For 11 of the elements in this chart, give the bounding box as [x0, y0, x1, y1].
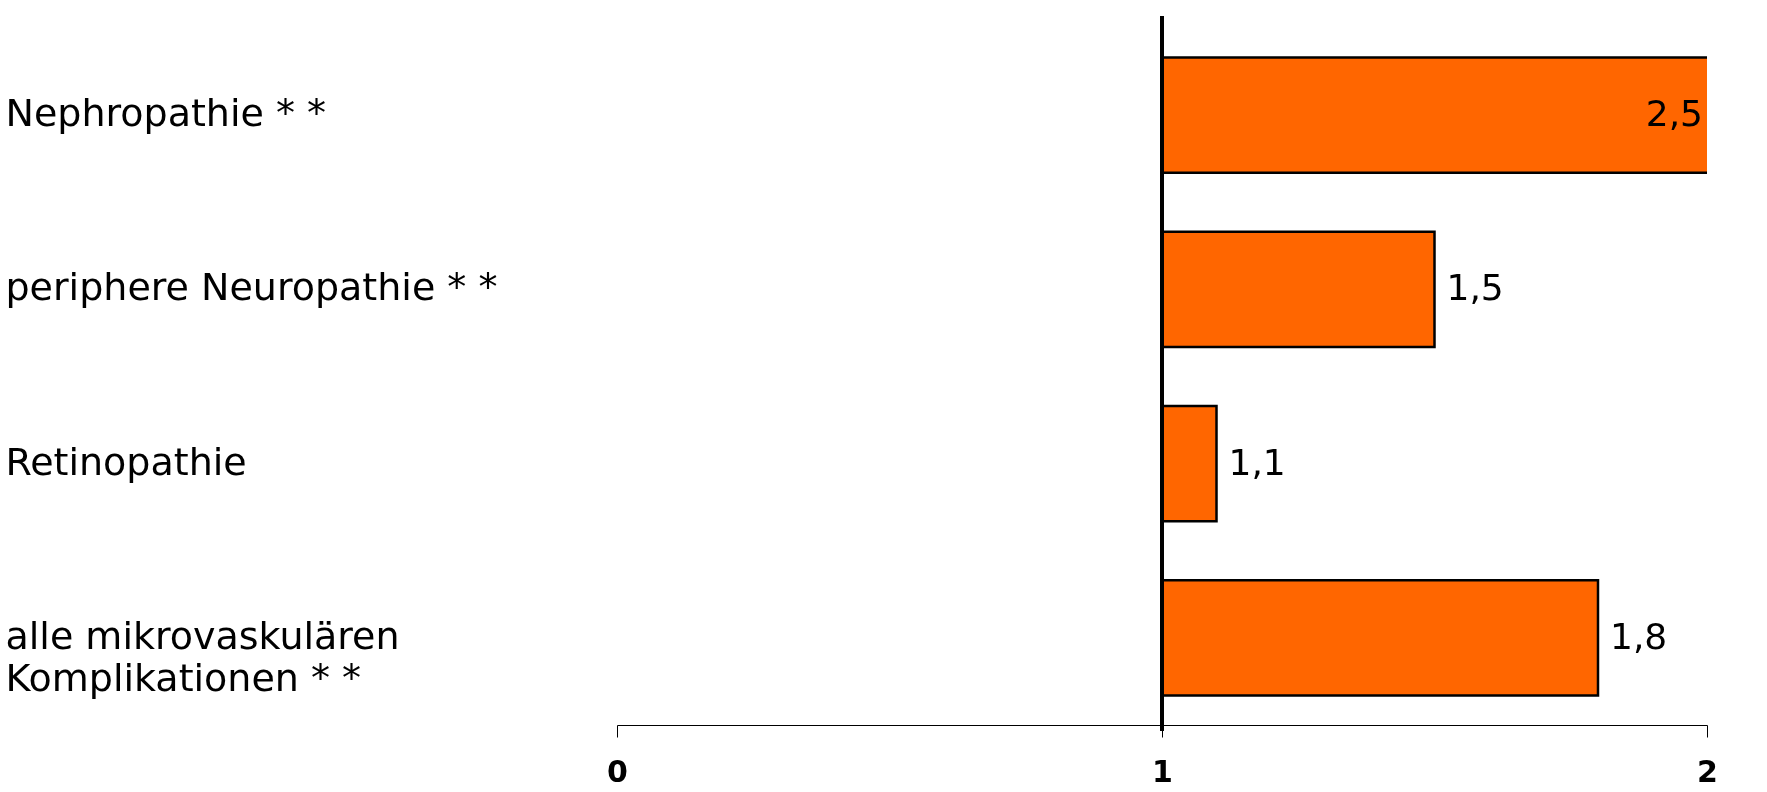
y-tick-label: periphere Neuropathie * *	[5, 265, 498, 310]
data-label: 2,5	[1645, 93, 1703, 135]
y-tick-label: Nephropathie * *	[5, 91, 327, 136]
x-tick-label: 2	[1697, 753, 1718, 789]
y-tick-label: Retinopathie	[5, 439, 247, 484]
x-tick-label: 0	[607, 753, 628, 789]
y-tick-label: alle mikrovaskulären Komplikationen * *	[5, 613, 400, 700]
data-label: 1,5	[1446, 267, 1504, 309]
data-label: 1,1	[1228, 441, 1286, 483]
data-label: 1,8	[1610, 615, 1668, 657]
x-tick-label: 1	[1152, 753, 1173, 789]
